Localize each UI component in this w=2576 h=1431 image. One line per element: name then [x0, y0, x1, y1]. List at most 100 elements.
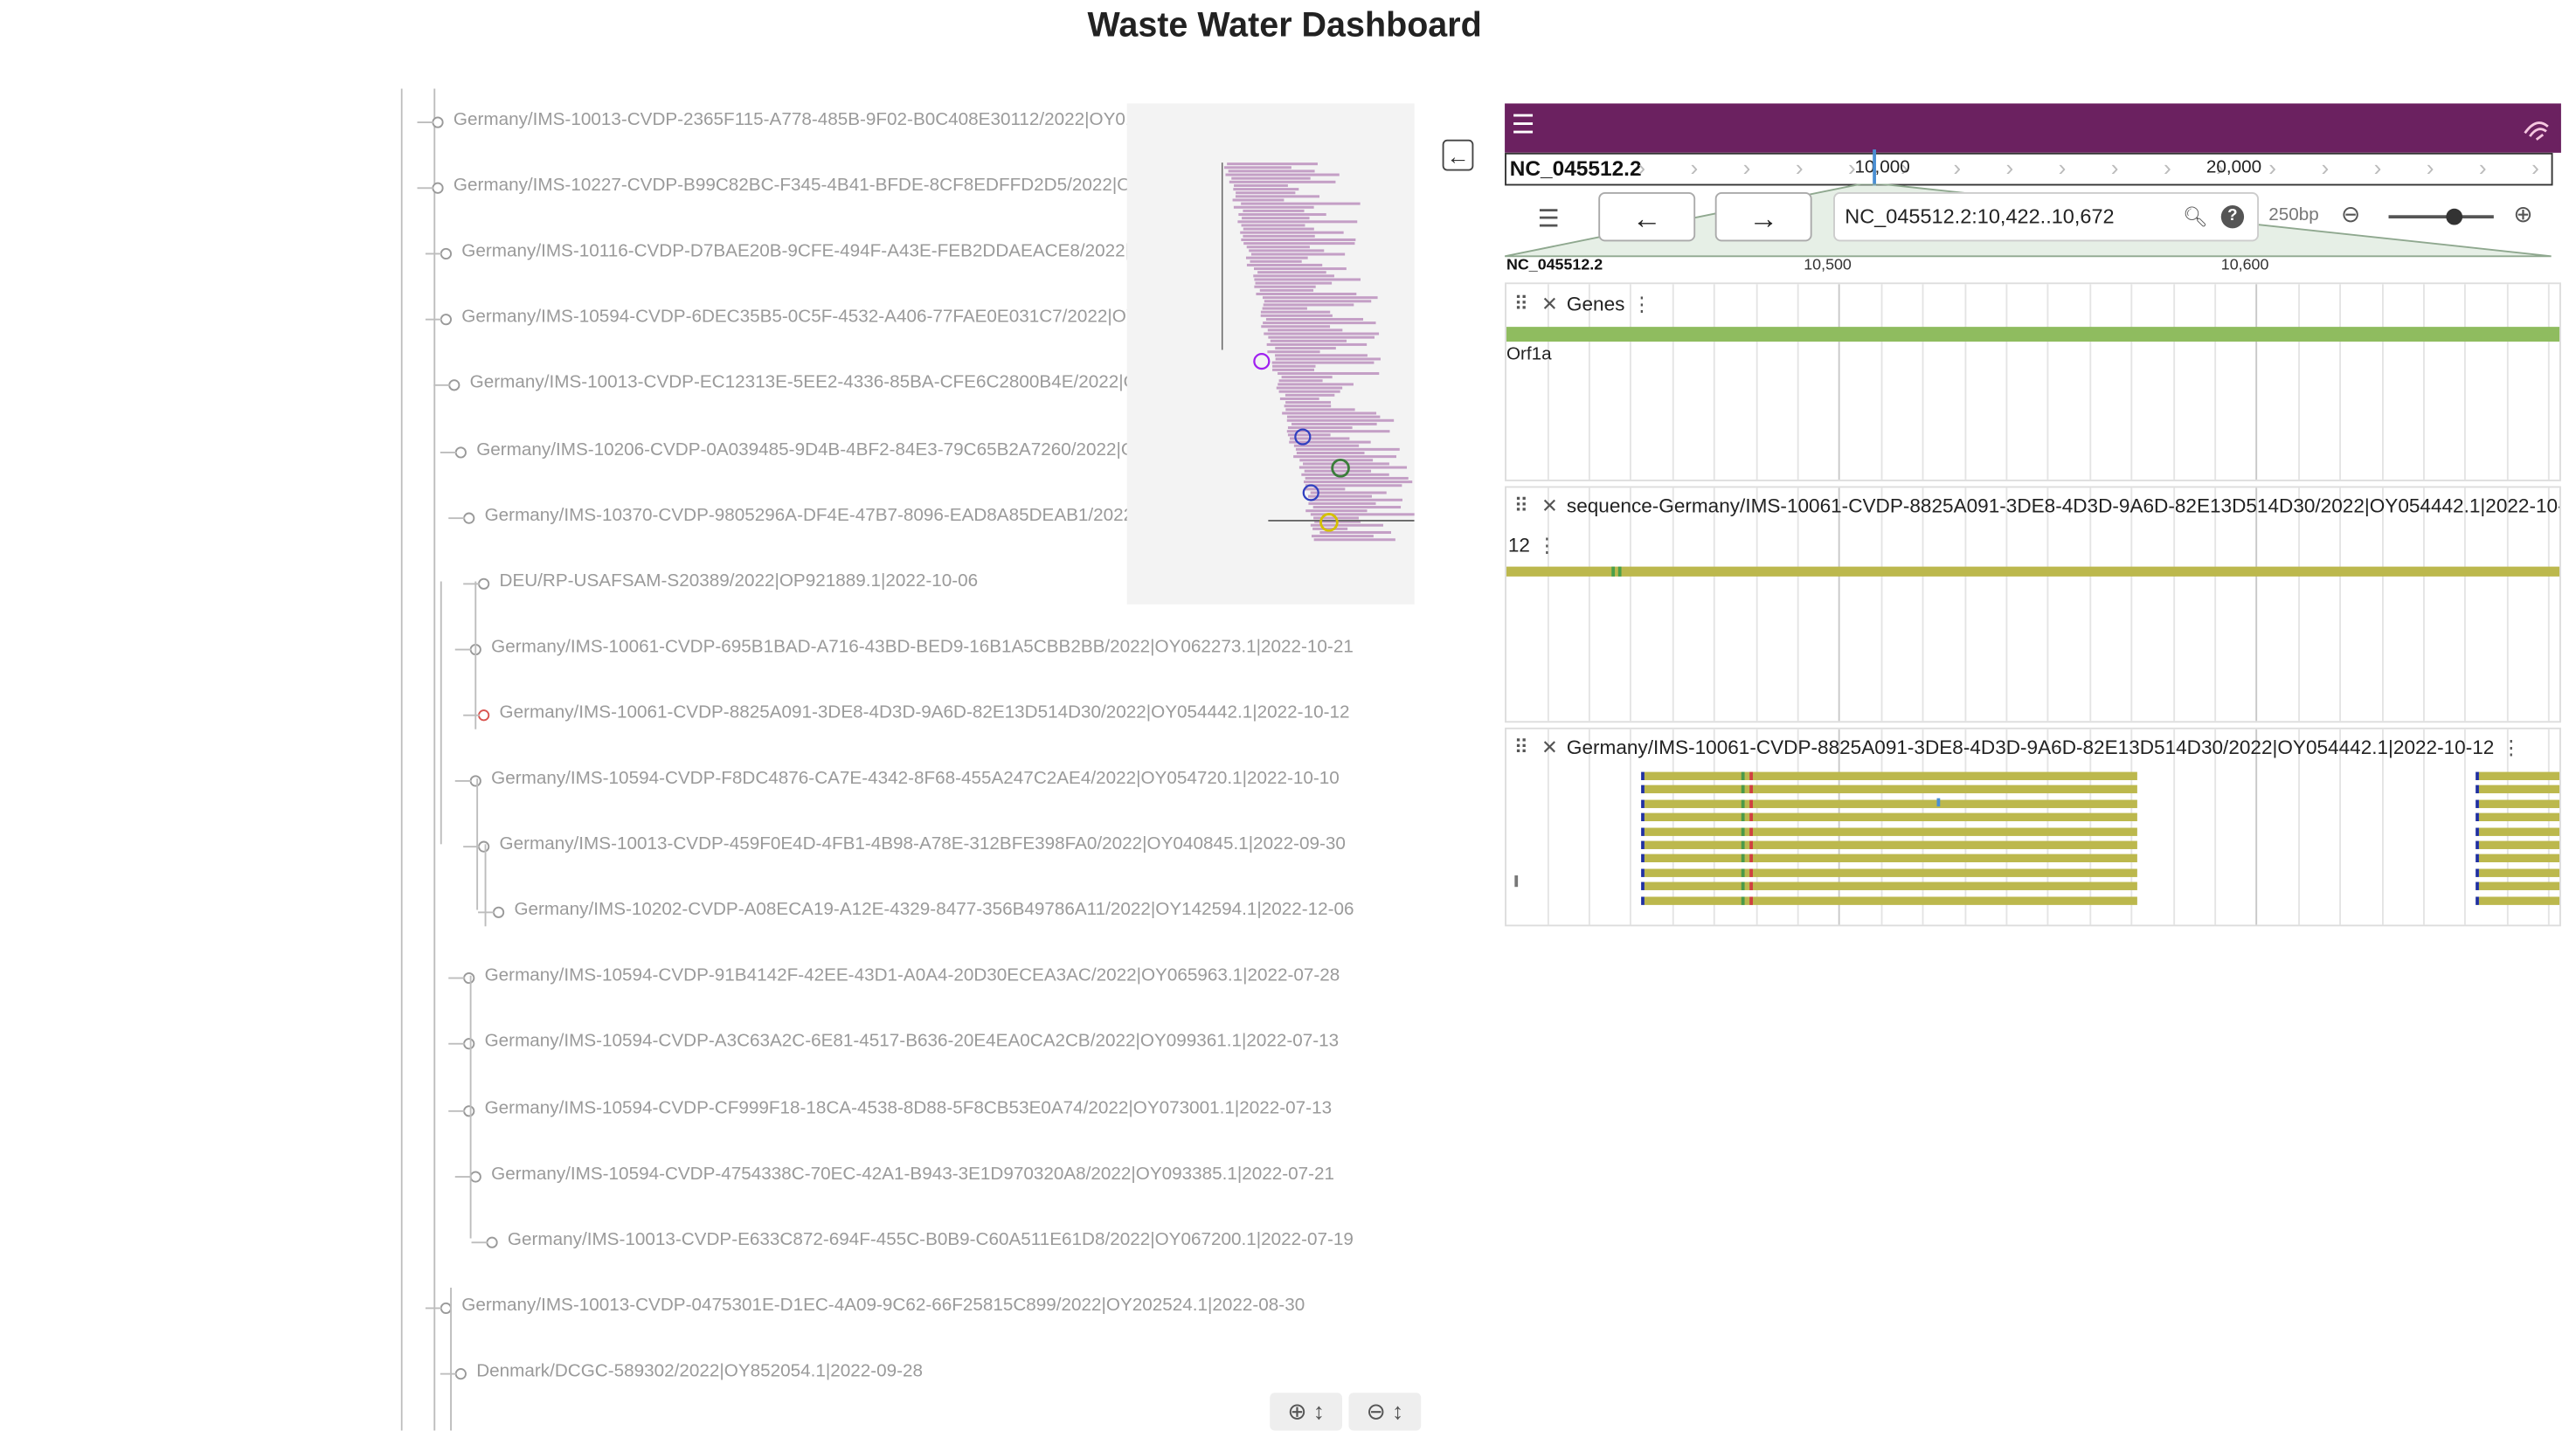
alignment-read[interactable]	[1644, 771, 2137, 780]
tree-branch	[454, 648, 472, 651]
chevron-right-icon: ›	[2478, 154, 2487, 181]
chevron-right-icon: ›	[1901, 154, 1908, 181]
alignment-track[interactable]: ⠿ ✕ Germany/IMS-10061-CVDP-8825A091-3DE8…	[1505, 727, 2561, 927]
hamburger-menu-icon[interactable]: ☰	[1511, 111, 1535, 140]
zoom-slider-track[interactable]	[2388, 215, 2494, 219]
track-selector-icon[interactable]: ☰	[1537, 205, 1560, 233]
search-icon[interactable]: 🔍︎	[2183, 205, 2208, 229]
alignment-read[interactable]	[2478, 785, 2560, 794]
tree-leaf-label[interactable]: Germany/IMS-10061-CVDP-8825A091-3DE8-4D3…	[499, 702, 1350, 722]
mismatch-marker	[1936, 798, 1941, 807]
phylo-tree-panel[interactable]: Germany/IMS-10013-CVDP-2365F115-A778-485…	[400, 88, 1430, 1431]
mismatch-marker	[1749, 854, 1753, 863]
tree-leaf-node[interactable]	[432, 116, 444, 128]
zoom-in-icon[interactable]: ⊕	[2513, 200, 2533, 227]
tree-leaf-label[interactable]: DEU/RP-USAFSAM-S20389/2022|OP921889.1|20…	[499, 570, 979, 591]
track-menu-icon[interactable]: ⋮	[1631, 292, 1652, 315]
tree-leaf-label[interactable]: Germany/IMS-10594-CVDP-6DEC35B5-0C5F-453…	[461, 308, 1149, 328]
help-icon[interactable]: ?	[2220, 205, 2245, 229]
genes-track[interactable]: ⠿ ✕ Genes ⋮ Orf1a	[1505, 282, 2561, 481]
tree-zoom-controls: ⊕ ↕ ⊖ ↕	[1270, 1393, 1427, 1431]
tree-leaf-label[interactable]: Germany/IMS-10013-CVDP-0475301E-D1EC-4A0…	[461, 1295, 1305, 1316]
zoom-slider-thumb[interactable]	[2446, 208, 2463, 225]
tree-leaf-node[interactable]	[493, 907, 505, 919]
tree-leaf-label[interactable]: Germany/IMS-10206-CVDP-0A039485-9D4B-4BF…	[476, 439, 1147, 460]
tree-leaf-node[interactable]	[478, 709, 490, 722]
drag-handle-icon[interactable]: ⠿	[1513, 736, 1529, 759]
tree-minimap[interactable]	[1126, 103, 1418, 605]
drag-handle-icon[interactable]: ⠿	[1513, 494, 1529, 518]
tree-leaf-label[interactable]: Germany/IMS-10061-CVDP-695B1BAD-A716-43B…	[491, 637, 1354, 657]
tree-leaf-label[interactable]: Germany/IMS-10594-CVDP-A3C63A2C-6E81-451…	[484, 1032, 1340, 1052]
overview-viewport-marker[interactable]	[1873, 149, 1876, 186]
tree-leaf-node[interactable]	[440, 314, 452, 326]
tree-leaf-node[interactable]	[469, 1170, 481, 1182]
tree-leaf-node[interactable]	[432, 182, 444, 195]
collapse-panel-button[interactable]: ←	[1442, 139, 1474, 171]
tree-leaf-label[interactable]: Germany/IMS-10013-CVDP-2365F115-A778-485…	[453, 109, 1136, 130]
alignment-read[interactable]	[2478, 771, 2560, 780]
alignment-read[interactable]	[2478, 812, 2560, 822]
tree-leaf-label[interactable]: Germany/IMS-10227-CVDP-B99C82BC-F345-4B4…	[453, 176, 1153, 196]
alignment-read[interactable]	[1644, 785, 2137, 794]
tree-leaf-label[interactable]: Germany/IMS-10013-CVDP-E633C872-694F-455…	[507, 1229, 1354, 1250]
tree-leaf-label[interactable]: Denmark/DCGC-589302/2022|OY852054.1|2022…	[476, 1361, 924, 1381]
mismatch-marker	[1641, 771, 1645, 780]
tree-leaf-node[interactable]	[454, 446, 467, 458]
tree-leaf-node[interactable]	[454, 1367, 467, 1379]
tree-leaf-label[interactable]: Germany/IMS-10594-CVDP-4754338C-70EC-42A…	[491, 1164, 1335, 1184]
tree-zoom-out-button[interactable]: ⊖ ↕	[1348, 1393, 1422, 1431]
chevron-right-icon: ›	[1848, 154, 1856, 181]
sequence-coverage-bar[interactable]	[1506, 566, 2560, 577]
alignment-read[interactable]	[2478, 854, 2560, 863]
pan-back-button[interactable]: ←	[1598, 191, 1696, 242]
tree-branch	[448, 1043, 466, 1046]
tree-leaf-node[interactable]	[486, 1236, 498, 1248]
tree-branch	[454, 1175, 472, 1178]
alignment-read[interactable]	[1644, 799, 2137, 808]
tree-leaf-label[interactable]: Germany/IMS-10116-CVDP-D7BAE20B-9CFE-494…	[461, 241, 1156, 262]
drag-handle-icon[interactable]: ⠿	[1513, 292, 1529, 315]
location-search-input[interactable]: NC_045512.2:10,422..10,672 🔍︎ ?	[1833, 191, 2259, 242]
chevron-right-icon: ›	[2110, 154, 2119, 181]
tree-leaf-node[interactable]	[448, 380, 460, 392]
alignment-read[interactable]	[2478, 881, 2560, 891]
close-icon[interactable]: ✕	[1541, 736, 1558, 759]
alignment-read[interactable]	[1644, 881, 2137, 891]
track-menu-icon[interactable]: ⋮	[2501, 736, 2522, 759]
gene-feature-bar[interactable]	[1506, 327, 2560, 342]
alignment-read[interactable]	[1644, 840, 2137, 849]
chevron-right-icon: ›	[2373, 154, 2382, 181]
alignment-read[interactable]	[1644, 826, 2137, 836]
tree-leaf-label[interactable]: Germany/IMS-10594-CVDP-91B4142F-42EE-43D…	[484, 965, 1340, 986]
alignment-read[interactable]	[2478, 895, 2560, 905]
tree-leaf-label[interactable]: Germany/IMS-10202-CVDP-A08ECA19-A12E-432…	[514, 900, 1354, 921]
zoom-out-icon[interactable]: ⊖	[2341, 200, 2361, 227]
close-icon[interactable]: ✕	[1541, 494, 1558, 518]
alignment-read[interactable]	[2478, 868, 2560, 877]
alignment-read[interactable]	[1644, 895, 2137, 905]
alignment-read[interactable]	[2478, 799, 2560, 808]
alignment-read[interactable]	[2478, 840, 2560, 849]
mismatch-marker	[2476, 881, 2479, 891]
alignment-read[interactable]	[1644, 812, 2137, 822]
tree-leaf-label[interactable]: Germany/IMS-10370-CVDP-9805296A-DF4E-47B…	[484, 505, 1152, 525]
tree-leaf-node[interactable]	[463, 511, 475, 523]
tree-leaf-label[interactable]: Germany/IMS-10013-CVDP-459F0E4D-4FB1-4B9…	[499, 834, 1346, 854]
tree-leaf-label[interactable]: Germany/IMS-10594-CVDP-CF999F18-18CA-453…	[484, 1097, 1333, 1118]
close-icon[interactable]: ✕	[1541, 292, 1558, 315]
tree-branch	[425, 252, 442, 255]
tree-leaf-label[interactable]: Germany/IMS-10594-CVDP-F8DC4876-CA7E-434…	[491, 768, 1340, 789]
sequence-track[interactable]: ⠿ ✕ sequence-Germany/IMS-10061-CVDP-8825…	[1505, 486, 2561, 723]
tree-leaf-label[interactable]: Germany/IMS-10013-CVDP-EC12313E-5EE2-433…	[469, 373, 1150, 394]
pan-forward-button[interactable]: →	[1714, 191, 1812, 242]
tree-leaf-node[interactable]	[440, 248, 452, 260]
track-menu-icon[interactable]: ⋮	[1537, 534, 1557, 557]
tree-leaf-node[interactable]	[478, 577, 490, 590]
overview-scale-bar[interactable]: NC_045512.2 › › › › › › › › › › › › › › › › › › 10,000 20…	[1505, 149, 2553, 186]
alignment-read[interactable]	[2478, 826, 2560, 836]
alignment-read[interactable]	[1644, 868, 2137, 877]
alignment-read[interactable]	[1644, 854, 2137, 863]
tree-zoom-in-button[interactable]: ⊕ ↕	[1270, 1393, 1342, 1431]
chevron-right-icon: ›	[2005, 154, 2014, 181]
